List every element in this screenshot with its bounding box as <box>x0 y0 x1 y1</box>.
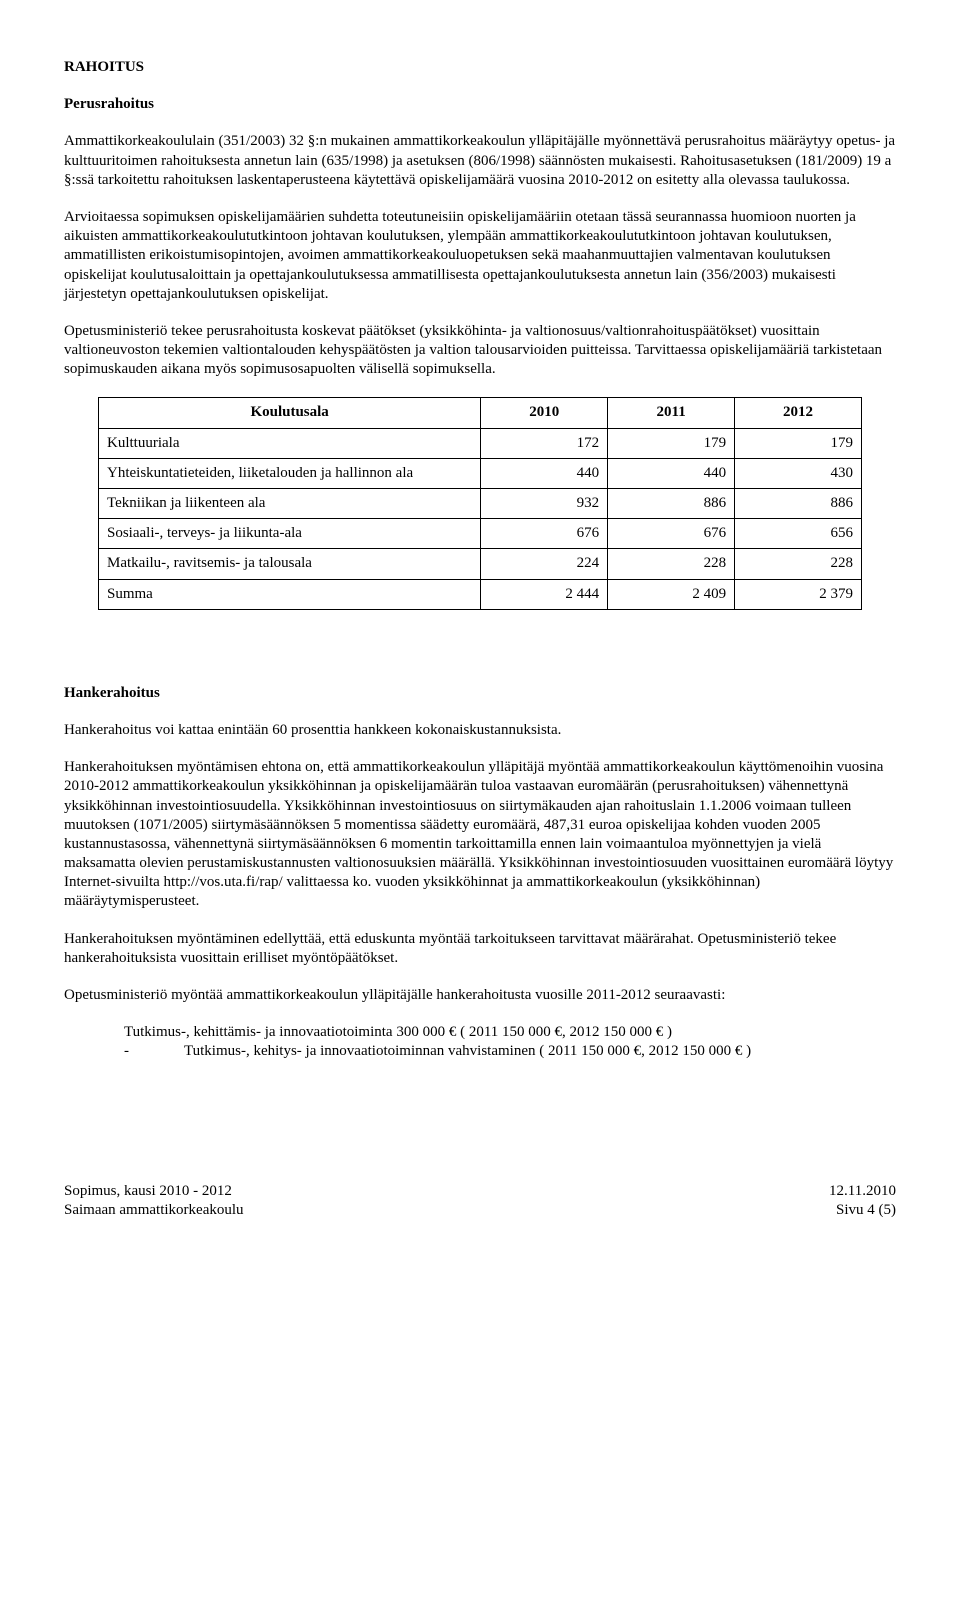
cell-label: Kulttuuriala <box>99 428 481 458</box>
table-row: Sosiaali-, terveys- ja liikunta-ala 676 … <box>99 519 862 549</box>
cell-value: 656 <box>735 519 862 549</box>
paragraph: Hankerahoituksen myöntäminen edellyttää,… <box>64 930 896 968</box>
cell-label: Sosiaali-, terveys- ja liikunta-ala <box>99 519 481 549</box>
paragraph: Opetusministeriö tekee perusrahoitusta k… <box>64 322 896 380</box>
heading-rahoitus: RAHOITUS <box>64 58 896 77</box>
cell-value: 430 <box>735 458 862 488</box>
table-row: Tekniikan ja liikenteen ala 932 886 886 <box>99 489 862 519</box>
paragraph: Opetusministeriö myöntää ammattikorkeako… <box>64 986 896 1005</box>
cell-value: 676 <box>481 519 608 549</box>
cell-value: 2 444 <box>481 579 608 609</box>
paragraph: Hankerahoituksen myöntämisen ehtona on, … <box>64 758 896 912</box>
cell-label: Yhteiskuntatieteiden, liiketalouden ja h… <box>99 458 481 488</box>
page-footer: Sopimus, kausi 2010 - 2012 Saimaan ammat… <box>64 1182 896 1220</box>
heading-perusrahoitus: Perusrahoitus <box>64 95 896 114</box>
cell-value: 440 <box>608 458 735 488</box>
cell-value: 179 <box>735 428 862 458</box>
indent-line: Tutkimus-, kehittämis- ja innovaatiotoim… <box>124 1023 896 1042</box>
table-row-summa: Summa 2 444 2 409 2 379 <box>99 579 862 609</box>
cell-value: 886 <box>735 489 862 519</box>
paragraph: Arvioitaessa sopimuksen opiskelijamäärie… <box>64 208 896 304</box>
indent-subline-text: Tutkimus-, kehitys- ja innovaatiotoiminn… <box>184 1042 896 1061</box>
cell-value: 228 <box>735 549 862 579</box>
footer-date: 12.11.2010 <box>829 1182 896 1201</box>
col-header-2011: 2011 <box>608 398 735 428</box>
dash-icon: - <box>124 1042 184 1061</box>
paragraph: Ammattikorkeakoululain (351/2003) 32 §:n… <box>64 132 896 190</box>
cell-value: 228 <box>608 549 735 579</box>
footer-page-number: Sivu 4 (5) <box>829 1201 896 1220</box>
cell-value: 886 <box>608 489 735 519</box>
cell-value: 676 <box>608 519 735 549</box>
col-header-2010: 2010 <box>481 398 608 428</box>
cell-value: 172 <box>481 428 608 458</box>
table-row: Kulttuuriala 172 179 179 <box>99 428 862 458</box>
cell-value: 932 <box>481 489 608 519</box>
indent-block: Tutkimus-, kehittämis- ja innovaatiotoim… <box>124 1023 896 1061</box>
col-header-koulutusala: Koulutusala <box>99 398 481 428</box>
footer-left-line1: Sopimus, kausi 2010 - 2012 <box>64 1182 244 1201</box>
koulutusala-table: Koulutusala 2010 2011 2012 Kulttuuriala … <box>98 397 862 609</box>
paragraph: Hankerahoitus voi kattaa enintään 60 pro… <box>64 721 896 740</box>
cell-value: 2 409 <box>608 579 735 609</box>
heading-hankerahoitus: Hankerahoitus <box>64 684 896 703</box>
footer-left-line2: Saimaan ammattikorkeakoulu <box>64 1201 244 1220</box>
cell-label: Summa <box>99 579 481 609</box>
indent-subline: - Tutkimus-, kehitys- ja innovaatiotoimi… <box>124 1042 896 1061</box>
col-header-2012: 2012 <box>735 398 862 428</box>
cell-value: 224 <box>481 549 608 579</box>
cell-value: 2 379 <box>735 579 862 609</box>
table-row: Yhteiskuntatieteiden, liiketalouden ja h… <box>99 458 862 488</box>
table-header-row: Koulutusala 2010 2011 2012 <box>99 398 862 428</box>
cell-label: Matkailu-, ravitsemis- ja talousala <box>99 549 481 579</box>
cell-value: 179 <box>608 428 735 458</box>
table-row: Matkailu-, ravitsemis- ja talousala 224 … <box>99 549 862 579</box>
cell-value: 440 <box>481 458 608 488</box>
cell-label: Tekniikan ja liikenteen ala <box>99 489 481 519</box>
